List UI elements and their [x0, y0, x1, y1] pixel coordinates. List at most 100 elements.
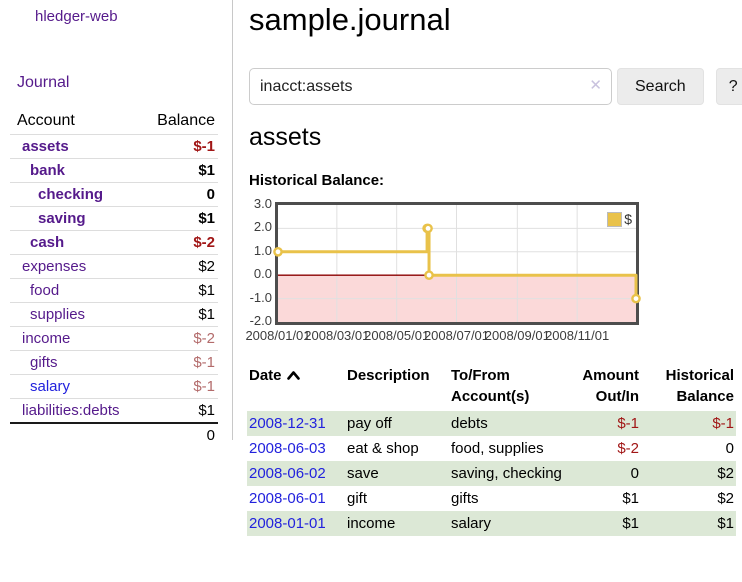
- x-tick-label: 2008/01/01: [245, 328, 311, 343]
- register-cell-accounts: gifts: [451, 490, 479, 507]
- clear-search-icon[interactable]: ✕: [589, 77, 602, 94]
- data-point: [424, 270, 434, 280]
- x-tick-label: 2008/09/01: [484, 328, 550, 343]
- register-cell-description: save: [347, 465, 379, 482]
- account-balance: $-1: [193, 138, 215, 155]
- account-balance: $1: [198, 402, 215, 419]
- transaction-date-link[interactable]: 2008-06-02: [249, 465, 326, 482]
- account-balance: $-1: [193, 378, 215, 395]
- register-header-accounts: To/From Account(s): [451, 367, 530, 405]
- register-cell-amount: $1: [622, 490, 639, 507]
- register-cell-amount: $-1: [617, 415, 639, 432]
- account-row: salary $-1: [10, 374, 218, 399]
- data-point: [273, 247, 283, 257]
- y-tick-label: 0.0: [253, 266, 272, 282]
- transaction-date-link[interactable]: 2008-01-01: [249, 515, 326, 532]
- accounts-header-row: Account Balance: [10, 112, 218, 135]
- register-cell-accounts: salary: [451, 515, 492, 532]
- register-cell-date: 2008-06-01: [247, 486, 345, 511]
- register-cell-date: 2008-06-02: [247, 461, 345, 486]
- register-cell-amount: $-2: [617, 440, 639, 457]
- y-tick-label: 1.0: [253, 242, 272, 258]
- chart-legend: $: [607, 211, 632, 227]
- accounts-table: Account Balance assets $-1 bank $1 checking 0…: [10, 112, 218, 447]
- main-content: sample.journal ✕ Search ? assets Histori…: [233, 0, 742, 582]
- search-form: ✕ Search ?: [249, 68, 742, 105]
- accounts-header-balance: Balance: [157, 112, 215, 129]
- x-tick-label: 2008/07/01: [423, 328, 490, 343]
- sidebar-account-link[interactable]: checking: [38, 186, 104, 203]
- y-tick-label: -1.0: [249, 289, 272, 305]
- register-cell-balance: $2: [717, 465, 734, 482]
- transaction-date-link[interactable]: 2008-06-03: [249, 440, 326, 457]
- account-balance: $1: [198, 162, 215, 179]
- account-row: assets $-1: [10, 134, 218, 159]
- register-table: Date Description To/From Account(s) Amou…: [247, 363, 736, 536]
- sidebar-account-link[interactable]: cash: [30, 234, 65, 251]
- x-tick-label: 2008/03/01: [304, 328, 370, 343]
- account-balance: $-1: [193, 354, 215, 371]
- accounts-total-value: 0: [138, 422, 218, 447]
- transaction-date-link[interactable]: 2008-12-31: [249, 415, 326, 432]
- sidebar-account-link[interactable]: bank: [30, 162, 66, 179]
- account-row: supplies $1: [10, 302, 218, 327]
- account-heading: assets: [249, 123, 322, 151]
- accounts-header-account: Account: [17, 112, 75, 129]
- account-row: saving $1: [10, 206, 218, 231]
- register-header-date[interactable]: Date: [247, 363, 345, 411]
- sidebar-account-link[interactable]: saving: [38, 210, 86, 227]
- sidebar-account-link[interactable]: supplies: [30, 306, 86, 323]
- account-row: checking 0: [10, 182, 218, 207]
- sidebar-account-link[interactable]: assets: [22, 138, 69, 155]
- y-tick-label: 3.0: [253, 196, 272, 211]
- account-balance: $-2: [193, 234, 215, 251]
- legend-swatch-icon: [607, 211, 623, 227]
- sidebar-account-link[interactable]: liabilities:debts: [22, 402, 120, 419]
- register-cell-amount: 0: [630, 465, 639, 482]
- register-cell-date: 2008-06-03: [247, 436, 345, 461]
- register-header-row: Date Description To/From Account(s) Amou…: [247, 363, 736, 411]
- chevron-up-icon: [286, 365, 300, 386]
- sidebar-account-link[interactable]: expenses: [22, 258, 87, 275]
- register-row: 2008-12-31 pay off debts $-1 $-1: [247, 411, 736, 436]
- account-balance: $-2: [193, 330, 215, 347]
- accounts-total-row: 0: [10, 422, 218, 447]
- account-row: liabilities:debts $1: [10, 398, 218, 424]
- sidebar-account-link[interactable]: gifts: [30, 354, 58, 371]
- register-header-amount: Amount Out/In: [582, 367, 639, 405]
- x-tick-label: 2008/11/01: [545, 328, 610, 343]
- register-header-balance: Historical Balance: [665, 367, 734, 405]
- register-cell-date: 2008-12-31: [247, 411, 345, 436]
- sidebar-account-link[interactable]: food: [30, 282, 60, 299]
- data-point: [423, 223, 433, 234]
- sidebar-account-link[interactable]: salary: [30, 378, 71, 395]
- register-row: 2008-06-02 save saving, checking 0 $2: [247, 461, 736, 486]
- data-point: [631, 293, 641, 304]
- transaction-date-link[interactable]: 2008-06-01: [249, 490, 326, 507]
- chart-plot-area: $: [273, 202, 641, 325]
- sidebar: hledger-web Journal Account Balance asse…: [0, 0, 233, 447]
- search-button[interactable]: Search: [617, 68, 704, 105]
- sidebar-item-journal[interactable]: Journal: [17, 74, 70, 91]
- sidebar-account-link[interactable]: income: [22, 330, 71, 347]
- chart-canvas: [273, 205, 641, 322]
- register-cell-balance: $1: [717, 515, 734, 532]
- register-cell-amount: $1: [622, 515, 639, 532]
- account-balance: $1: [198, 210, 215, 227]
- register-cell-description: income: [347, 515, 396, 532]
- register-cell-balance: 0: [725, 440, 734, 457]
- app-brand-link[interactable]: hledger-web: [35, 8, 118, 25]
- search-input[interactable]: [249, 68, 612, 105]
- account-balance: 0: [206, 186, 215, 203]
- account-balance: $2: [198, 258, 215, 275]
- y-tick-label: -2.0: [249, 313, 272, 328]
- register-cell-accounts: food, supplies: [451, 440, 544, 457]
- account-row: food $1: [10, 278, 218, 303]
- help-button[interactable]: ?: [715, 68, 742, 105]
- register-cell-accounts: debts: [451, 415, 488, 432]
- register-row: 2008-01-01 income salary $1 $1: [247, 511, 736, 536]
- register-cell-description: pay off: [347, 415, 392, 432]
- account-row: bank $1: [10, 158, 218, 183]
- historical-balance-chart: $ 3.0 2.0 1.0 0.0 -1.0 -2.0 2008/01/01 2008/03/…: [245, 196, 719, 345]
